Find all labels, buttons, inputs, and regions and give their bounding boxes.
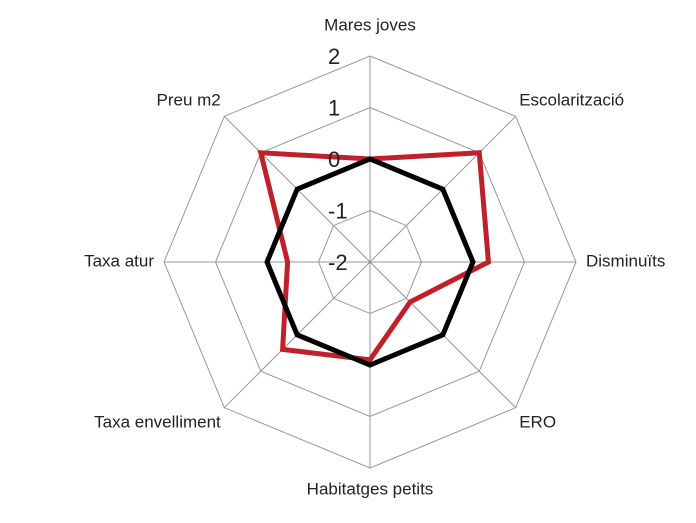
category-label: Habitatges petits xyxy=(307,479,434,498)
category-label: Disminuïts xyxy=(586,251,665,270)
grid-line xyxy=(317,209,423,315)
grid-line xyxy=(163,55,577,469)
y-tick-label: 2 xyxy=(328,44,340,69)
y-tick-label: 0 xyxy=(328,147,340,172)
series-line xyxy=(264,156,476,368)
category-label: Escolarització xyxy=(519,90,624,109)
grid-line xyxy=(214,106,526,418)
category-label: Taxa envelliment xyxy=(94,413,221,432)
category-label: Taxa atur xyxy=(84,251,154,270)
category-label: Mares joves xyxy=(324,15,416,34)
series-line xyxy=(257,150,492,363)
category-label: ERO xyxy=(519,413,556,432)
y-tick-label: -1 xyxy=(328,198,348,223)
y-tick-label: -2 xyxy=(328,250,348,275)
y-tick-label: 1 xyxy=(328,95,340,120)
category-label: Preu m2 xyxy=(157,90,221,109)
